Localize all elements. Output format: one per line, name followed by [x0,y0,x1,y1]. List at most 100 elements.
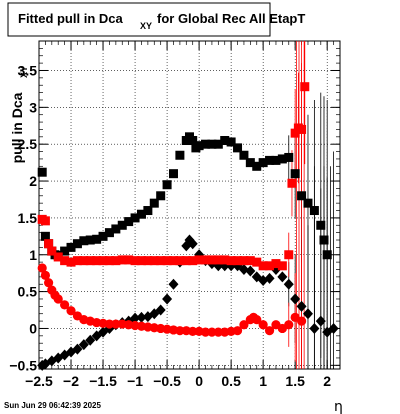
x-tick-label: −0.5 [153,373,181,389]
data-point-circle [104,319,115,329]
data-point-square [60,256,70,266]
data-point-square [233,143,243,153]
data-point-circle [296,316,307,326]
timestamp: Sun Jun 29 06:42:39 2025 [4,401,101,410]
data-point-square [104,256,114,266]
data-point-square [117,255,127,265]
data-point-circle [40,270,51,280]
data-point-square [72,256,82,266]
data-point-square [213,255,223,265]
data-point-square [60,246,70,256]
x-tick-label: 0.5 [221,373,241,389]
data-point-square [124,255,134,265]
data-point-square [220,136,230,146]
data-point-square [40,216,50,226]
chart-title-rest: for Global Rec All EtapT [157,11,305,26]
data-point-square [322,250,332,260]
data-point-square [40,231,50,241]
data-point-square [175,256,185,266]
data-point-diamond [302,308,313,320]
data-point-square [136,209,146,219]
data-point-square [72,239,82,249]
data-point-square [252,161,262,171]
data-point-square [53,252,63,262]
plot-frame [38,40,341,370]
data-point-diamond [155,304,166,316]
x-tick-label: −2 [63,373,79,389]
data-point-square [213,139,223,149]
data-point-square [233,256,243,266]
data-point-square [66,242,76,252]
x-tick-label: −2.5 [25,373,53,389]
data-point-square [168,169,178,179]
x-tick-labels: −2.5 −2 −1.5 −1 −0.5 0 0.5 1 1.5 2 [25,373,331,389]
data-point-square [297,191,307,201]
data-point-square [143,256,153,266]
data-point-square [309,206,319,216]
data-point-square [111,256,121,266]
data-point-square [156,191,166,201]
chart-title-main: Fitted pull in Dca [18,11,123,26]
data-point-square [136,256,146,266]
data-point-square [79,256,89,266]
data-point-square [297,124,307,134]
data-point-square [265,155,275,165]
data-point-square [162,256,172,266]
data-point-square [226,256,236,266]
data-point-diamond [187,238,198,250]
data-point-diamond [130,312,141,324]
x-tick-label: 2 [323,373,331,389]
data-point-square [111,224,121,234]
y-tick-label: 1 [29,247,37,263]
data-point-square [47,246,57,256]
data-point-square [207,139,217,149]
y-tick-label: 0 [29,320,37,336]
data-point-square [85,256,95,266]
data-point-square [44,239,54,249]
data-point-circle [239,320,249,330]
data-point-square [265,261,275,271]
data-point-square [239,256,249,266]
data-point-square [300,82,310,92]
data-point-circle [258,320,268,330]
data-point-square [104,228,114,238]
data-point-square [284,250,294,260]
data-point-square [290,169,300,179]
data-point-square [79,236,89,246]
data-point-square [201,255,211,265]
data-point-circle [252,315,262,325]
data-point-square [92,256,102,266]
data-point-circle [232,326,243,336]
x-tick-label: 0 [195,373,203,389]
data-point-circle [60,300,70,310]
data-point-square [316,220,326,230]
data-point-square [245,158,255,168]
data-point-square [130,256,140,266]
data-point-diamond [328,322,339,334]
data-point-square [258,158,268,168]
data-point-diamond [245,265,256,277]
y-tick-label: −0.5 [9,357,37,373]
y-tick-label: 2.5 [18,136,38,152]
x-tick-label: −1.5 [89,373,117,389]
data-point-square [194,141,204,151]
data-point-square [245,256,255,266]
data-point-circle [188,326,198,337]
data-point-square [277,261,287,271]
y-tick-label: 1.5 [18,210,38,226]
data-point-circle [213,327,223,337]
data-point-square [194,255,204,265]
data-point-square [149,256,159,266]
data-point-square [156,256,166,266]
x-tick-label: 1.5 [285,373,305,389]
data-point-square [220,255,230,265]
data-point-square [117,220,127,230]
data-point-circle [175,326,185,336]
chart-title-sub: XY [140,21,152,31]
title-box [7,2,271,37]
data-point-diamond [277,271,288,283]
data-point-square [168,256,178,266]
data-point-square [149,198,159,208]
data-point-square [271,259,281,269]
